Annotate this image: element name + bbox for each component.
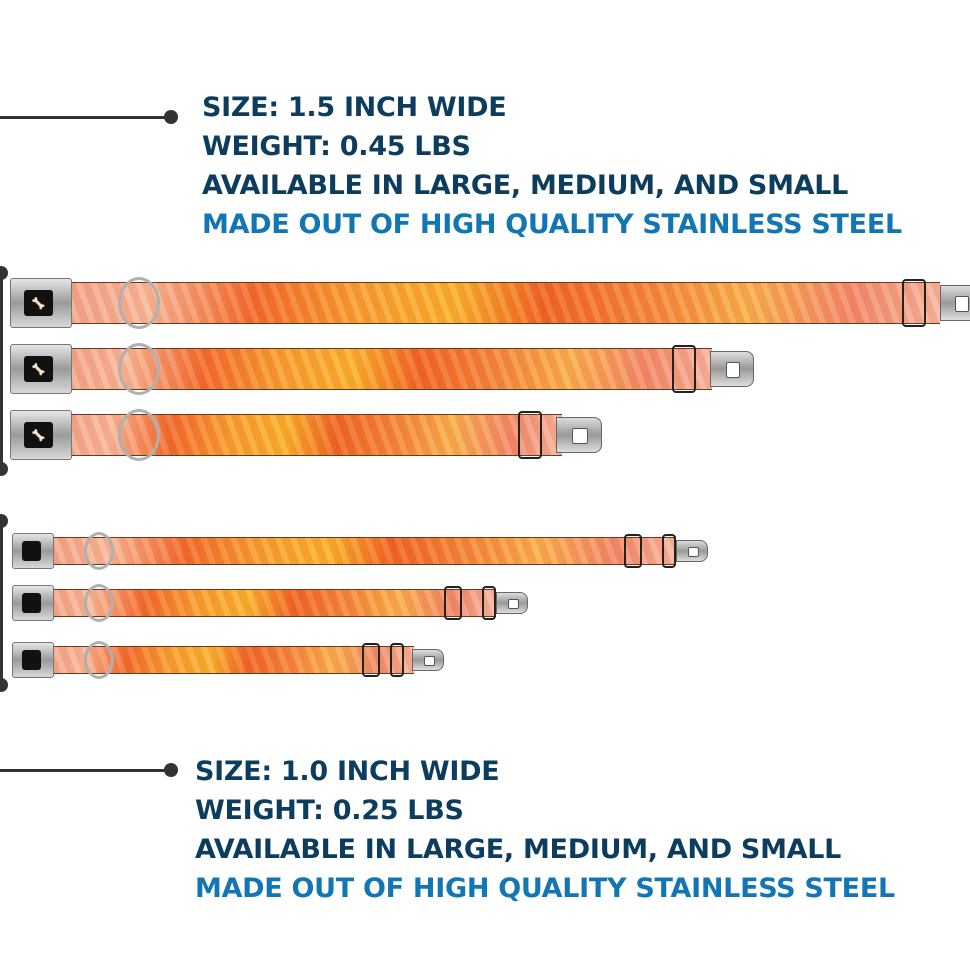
spec-material: MADE OUT OF HIGH QUALITY STAINLESS STEEL (202, 209, 902, 240)
collar-large-medium: 🦴 (10, 343, 754, 395)
collar-large-small: 🦴 (10, 409, 602, 461)
leader-dot-small (164, 763, 178, 777)
bone-icon (21, 650, 41, 670)
spec-availability: AVAILABLE IN LARGE, MEDIUM, AND SMALL (202, 170, 849, 201)
bone-icon: 🦴 (24, 421, 53, 449)
bracket-small (0, 520, 3, 684)
bracket-dot (0, 678, 8, 692)
spec-weight: WEIGHT: 0.25 LBS (195, 795, 464, 826)
bone-icon: 🦴 (24, 289, 53, 317)
leader-dot-large (164, 110, 178, 124)
collar-small-medium (12, 584, 528, 622)
collar-large-large: 🦴 (10, 277, 970, 329)
spec-weight: WEIGHT: 0.45 LBS (202, 131, 471, 162)
collar-small-large (12, 532, 708, 570)
bone-icon (21, 541, 41, 561)
spec-availability: AVAILABLE IN LARGE, MEDIUM, AND SMALL (195, 834, 842, 865)
bracket-large (0, 272, 3, 468)
leader-line-large (0, 116, 168, 119)
spec-size: SIZE: 1.0 INCH WIDE (195, 756, 500, 787)
collar-small-small (12, 641, 444, 679)
small-collar-specs: SIZE: 1.0 INCH WIDE WEIGHT: 0.25 LBS AVA… (195, 752, 895, 908)
bracket-dot (0, 514, 8, 528)
large-collar-specs: SIZE: 1.5 INCH WIDE WEIGHT: 0.45 LBS AVA… (202, 88, 902, 244)
bone-icon (21, 593, 41, 613)
spec-size: SIZE: 1.5 INCH WIDE (202, 92, 507, 123)
bone-icon: 🦴 (24, 355, 53, 383)
bracket-dot (0, 266, 8, 280)
spec-material: MADE OUT OF HIGH QUALITY STAINLESS STEEL (195, 873, 895, 904)
bracket-dot (0, 462, 8, 476)
leader-line-small (0, 769, 168, 772)
